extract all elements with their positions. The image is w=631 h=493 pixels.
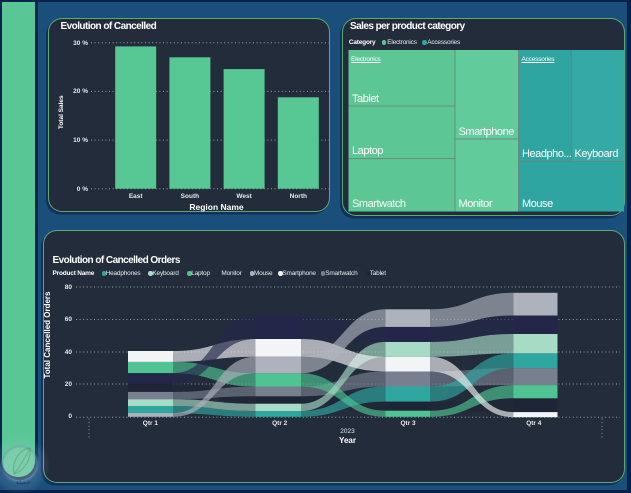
svg-text:جميلة: جميلة xyxy=(16,479,30,486)
